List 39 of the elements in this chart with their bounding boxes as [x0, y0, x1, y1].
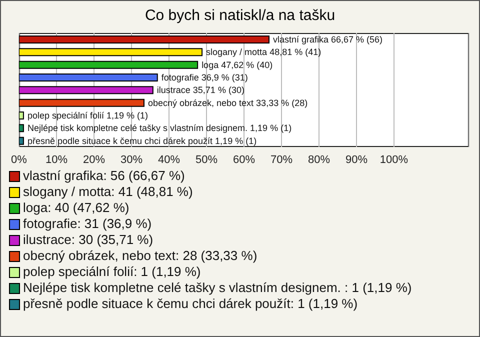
- data-label: ilustrace 35,71 % (30): [156, 85, 244, 96]
- text: Nejlépe tisk kompletne celé tašky s vlastním designem. : 1 (1,19 %): [23, 280, 412, 296]
- x-tick-label: 80%: [308, 154, 330, 166]
- bar: [19, 36, 270, 44]
- x-tick-label: 100%: [380, 154, 408, 166]
- x-tick-label: 0%: [11, 154, 28, 166]
- x-tick-label: 90%: [345, 154, 368, 166]
- x-tick-label: 30%: [120, 154, 143, 166]
- bar: [19, 86, 154, 94]
- chart-title: Co bych si natiskl/a na tašku: [144, 7, 336, 24]
- x-tick-label: 20%: [82, 154, 106, 166]
- text: vlastní grafika: 56 (66,67 %): [23, 168, 185, 184]
- bar: [19, 48, 203, 56]
- text: fotografie: 31 (36,9 %): [23, 216, 152, 232]
- text: přesně podle situace k čemu chci dárek použít: 1 (1,19 %): [23, 296, 358, 312]
- bar: [19, 60, 198, 69]
- x-tick-label: 10%: [45, 154, 68, 166]
- x-tick-label: 60%: [232, 154, 256, 166]
- data-label: loga 47,62 % (40): [202, 60, 273, 70]
- x-tick-label: 70%: [270, 154, 293, 166]
- data-label: fotografie 36,9 % (31): [161, 72, 248, 82]
- data-label: obecný obrázek, nebo text 33,33 % (28): [148, 98, 308, 108]
- bar: [19, 112, 24, 120]
- text: polep speciální folií: 1 (1,19 %): [23, 264, 201, 280]
- data-label: slogany / motta 48,81 % (41): [206, 47, 322, 58]
- data-label: přesně podle situace k čemu chci dárek použít 1,19 % (1): [27, 136, 257, 146]
- text: obecný obrázek, nebo text: 28 (33,33 %): [23, 248, 258, 264]
- bar: [19, 124, 24, 132]
- data-label: polep speciální folií 1,19 % (1): [27, 110, 148, 120]
- text: slogany / motta: 41 (48,81 %): [23, 184, 193, 200]
- text: ilustrace: 30 (35,71 %): [23, 232, 154, 248]
- data-label: Nejlépe tisk kompletne celé tašky s vlastním designem. 1,19 % (1): [27, 123, 292, 134]
- text: loga: 40 (47,62 %): [23, 200, 130, 216]
- x-tick-label: 40%: [158, 154, 180, 166]
- bar: [19, 98, 144, 107]
- x-tick-label: 50%: [195, 154, 218, 166]
- bar: [19, 136, 24, 145]
- bar: [19, 74, 158, 82]
- data-label: vlastní grafika 66,67 % (56): [273, 34, 383, 44]
